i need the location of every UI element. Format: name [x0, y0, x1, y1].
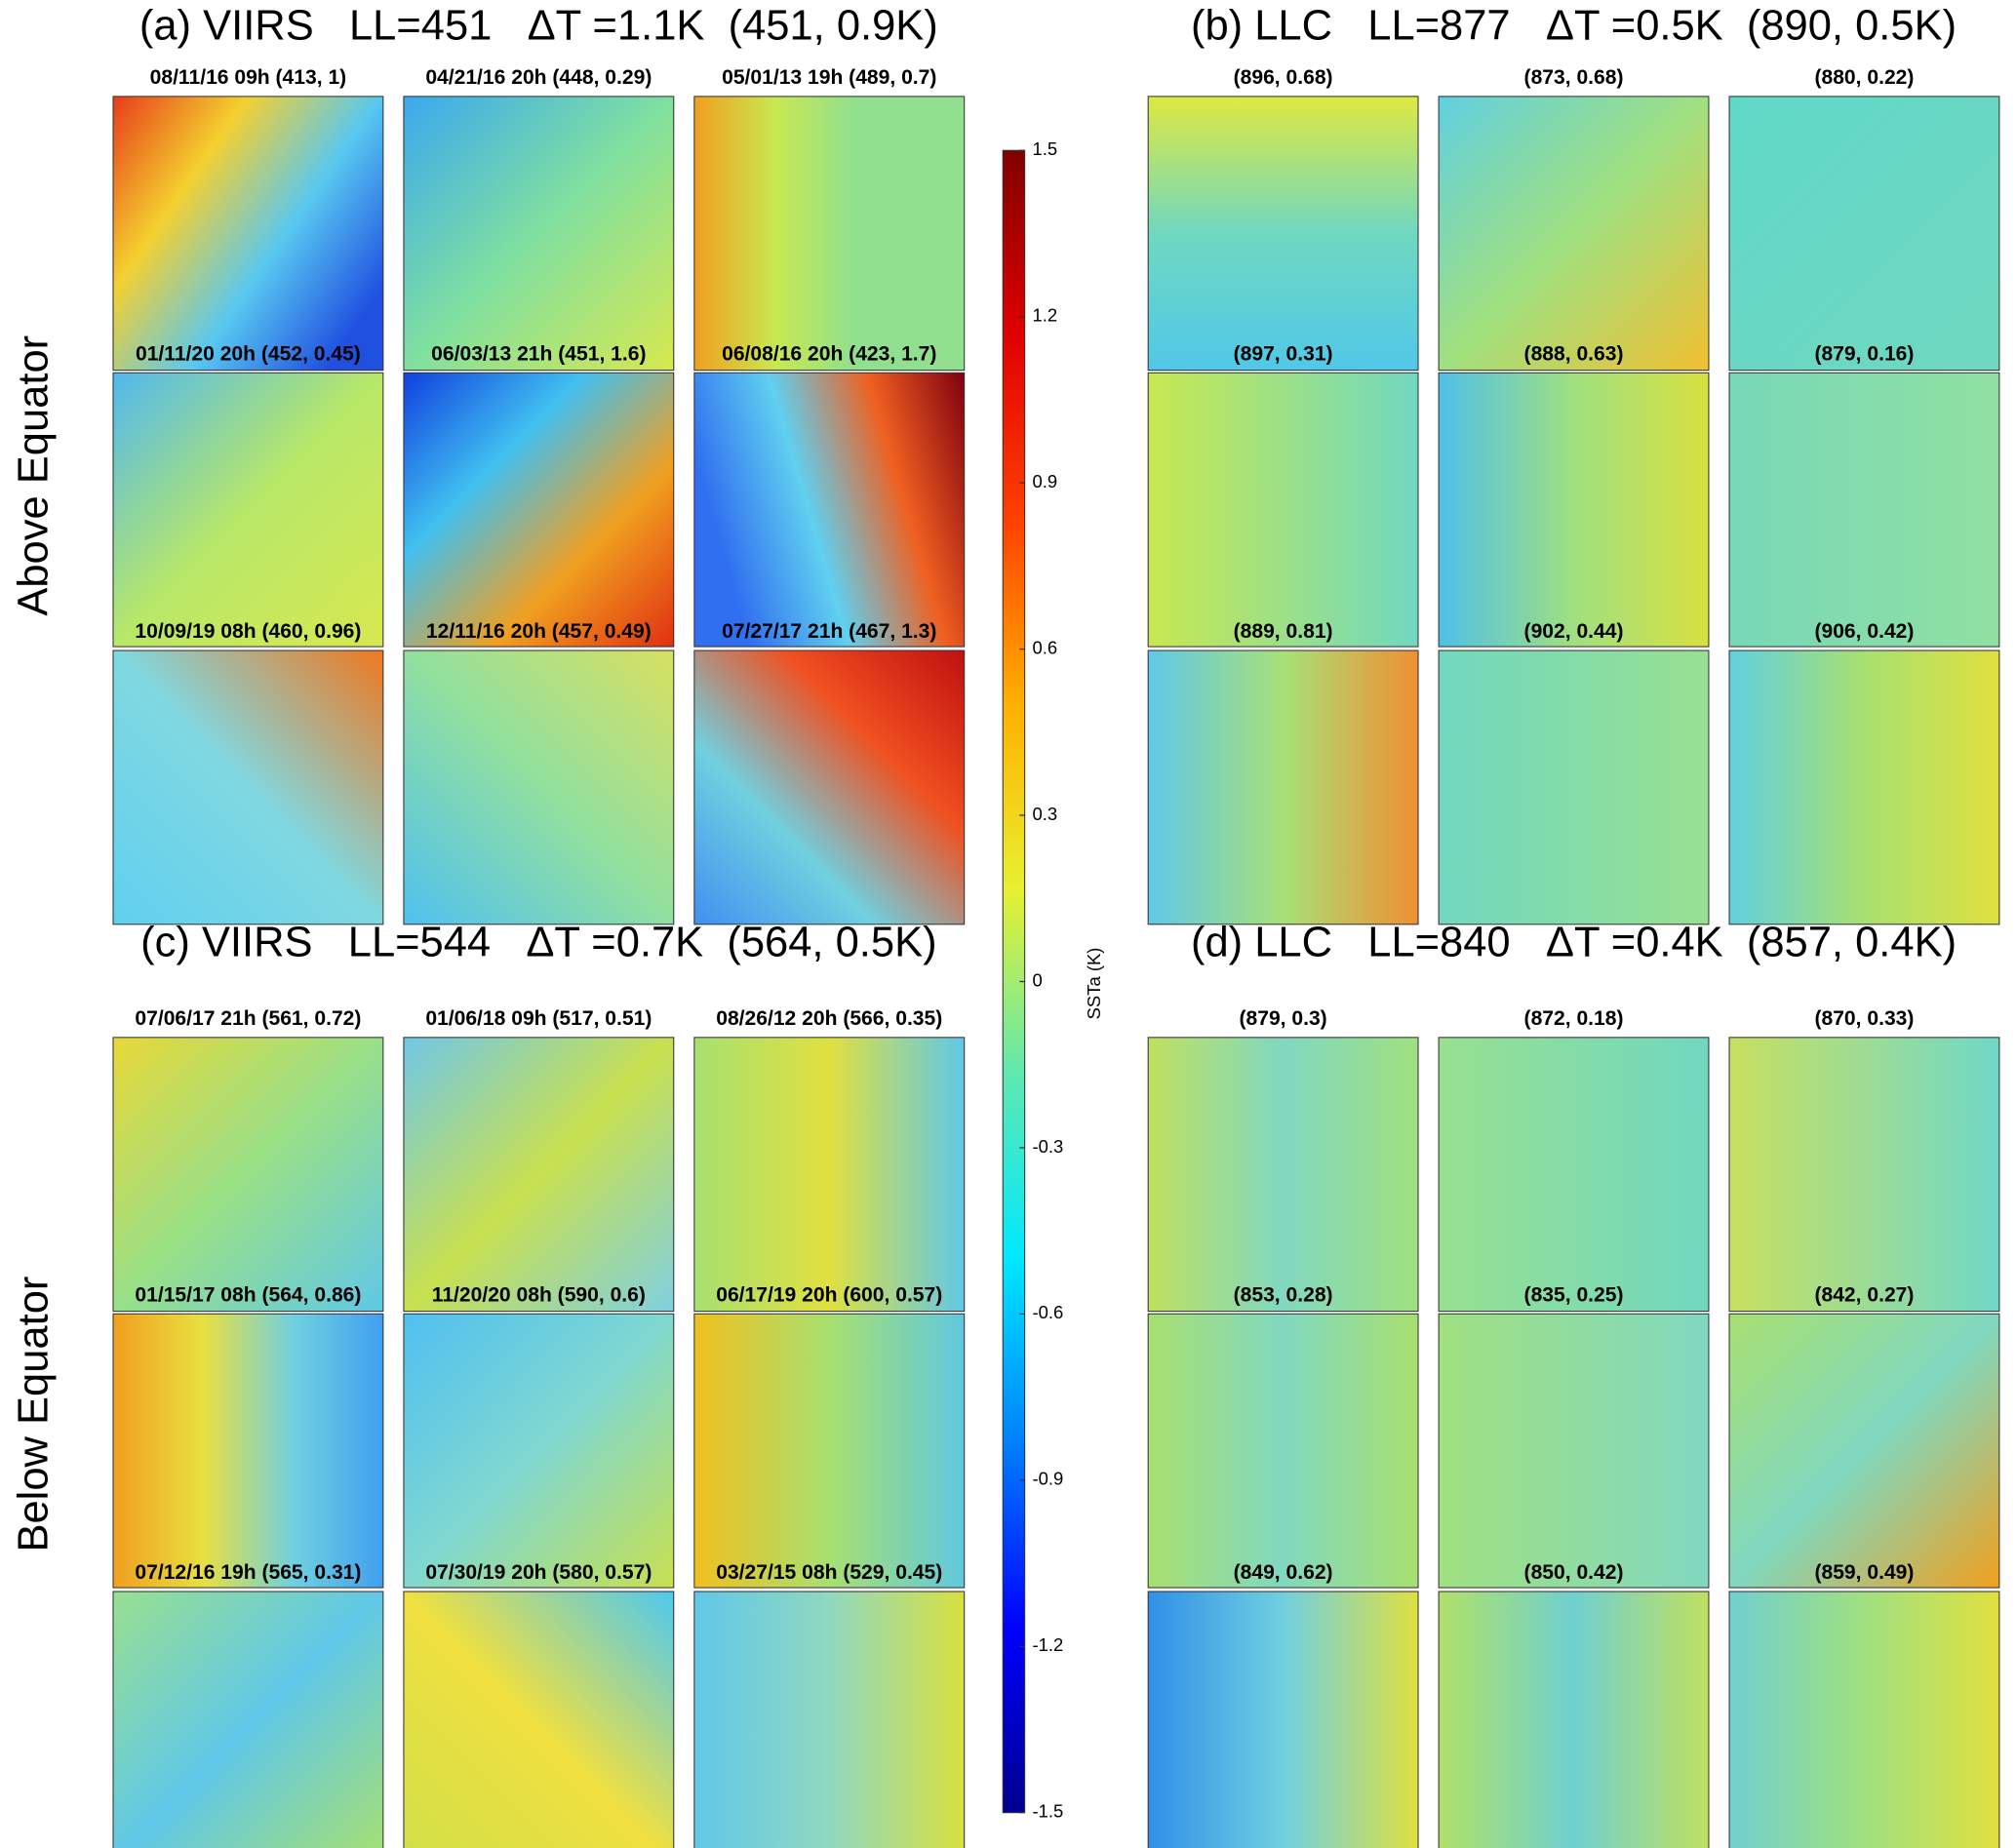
tile-image	[1147, 372, 1419, 648]
tile-title: (859, 0.49)	[1814, 1561, 1914, 1584]
tile-image	[1438, 1591, 1710, 1848]
tile-image	[693, 1591, 966, 1848]
tile-title: (896, 0.68)	[1234, 66, 1333, 89]
panel-title: (c) VIIRS LL=544 ΔT =0.7K (564, 0.5K)	[140, 919, 937, 965]
tile-image	[1147, 1591, 1419, 1848]
tile-title: 06/17/19 20h (600, 0.57)	[716, 1283, 942, 1306]
tile-image	[403, 1037, 675, 1313]
panel-title: (b) LLC LL=877 ΔT =0.5K (890, 0.5K)	[1191, 3, 1957, 50]
row-label: Below Equator	[10, 1277, 57, 1553]
tile-title: 04/21/16 20h (448, 0.29)	[425, 66, 652, 89]
row-label: Above Equator	[10, 335, 57, 616]
tile-image	[403, 372, 675, 648]
tile-title: 03/27/15 08h (529, 0.45)	[716, 1561, 942, 1584]
tile-image	[112, 1591, 384, 1848]
tile-image	[693, 1037, 966, 1313]
tile-title: 07/06/17 21h (561, 0.72)	[135, 1007, 361, 1030]
tile-image	[1147, 96, 1419, 372]
tile-image	[1728, 1037, 2000, 1313]
tile-image	[112, 96, 384, 372]
colorbar-tick-label: -1.5	[1033, 1801, 1064, 1822]
tile-image	[112, 372, 384, 648]
tile-title: (879, 0.3)	[1239, 1007, 1326, 1030]
tile-title: 06/08/16 20h (423, 1.7)	[722, 342, 936, 365]
tile-title: (842, 0.27)	[1814, 1283, 1914, 1306]
colorbar-tick-label: -0.9	[1033, 1469, 1064, 1489]
tile-title: (872, 0.18)	[1524, 1007, 1624, 1030]
tile-image	[1728, 372, 2000, 648]
tile-image	[693, 372, 966, 648]
tile-title: 07/12/16 19h (565, 0.31)	[135, 1561, 361, 1584]
tile-image	[403, 96, 675, 372]
tile-title: (897, 0.31)	[1234, 342, 1333, 365]
tile-title: (849, 0.62)	[1234, 1561, 1333, 1584]
tile-image	[693, 649, 966, 925]
tile-image	[112, 1037, 384, 1313]
colorbar-tick-label: 0.3	[1033, 804, 1058, 824]
tile-title: 07/30/19 20h (580, 0.57)	[425, 1561, 652, 1584]
tile-image	[403, 649, 675, 925]
panel-title: (d) LLC LL=840 ΔT =0.4K (857, 0.4K)	[1191, 919, 1957, 965]
tile-image	[1728, 1313, 2000, 1589]
tile-image	[1147, 1313, 1419, 1589]
tile-title: 01/11/20 20h (452, 0.45)	[136, 342, 361, 365]
colorbar-tick-label: 0.6	[1033, 637, 1058, 657]
tile-title: (879, 0.16)	[1814, 342, 1914, 365]
colorbar-label: SSTa (K)	[1084, 948, 1104, 1020]
tile-title: 01/06/18 09h (517, 0.51)	[425, 1007, 652, 1030]
colorbar-tick-label: 1.5	[1033, 138, 1058, 159]
colorbar-tick-label: -0.3	[1033, 1136, 1064, 1157]
colorbar-tick-label: -0.6	[1033, 1302, 1064, 1322]
tile-title: 07/27/17 21h (467, 1.3)	[722, 620, 936, 643]
tile-title: (889, 0.81)	[1234, 620, 1333, 643]
tile-title: 10/09/19 08h (460, 0.96)	[135, 620, 361, 643]
tile-image	[1438, 649, 1710, 925]
tile-image	[1438, 1037, 1710, 1313]
colorbar-tick-label: -1.2	[1033, 1634, 1064, 1655]
tile-title: 08/26/12 20h (566, 0.35)	[716, 1007, 942, 1030]
tile-title: (870, 0.33)	[1814, 1007, 1914, 1030]
tile-image	[1728, 96, 2000, 372]
tile-title: (888, 0.63)	[1524, 342, 1624, 365]
tile-image	[403, 1591, 675, 1848]
tile-title: 06/03/13 21h (451, 1.6)	[431, 342, 646, 365]
tile-image	[1147, 1037, 1419, 1313]
tile-title: (902, 0.44)	[1524, 620, 1624, 643]
colorbar-tick-label: 0.9	[1033, 471, 1058, 491]
colorbar-tick-label: 0	[1033, 969, 1043, 990]
tile-image	[693, 1313, 966, 1589]
tile-title: (835, 0.25)	[1524, 1283, 1624, 1306]
tile-title: (853, 0.28)	[1234, 1283, 1333, 1306]
tile-image	[112, 649, 384, 925]
tile-title: 05/01/13 19h (489, 0.7)	[722, 66, 936, 89]
tile-title: 08/11/16 09h (413, 1)	[150, 66, 347, 89]
tile-image	[1147, 649, 1419, 925]
tile-title: (873, 0.68)	[1524, 66, 1624, 89]
tile-image	[1438, 1313, 1710, 1589]
tile-title: 11/20/20 08h (590, 0.6)	[432, 1283, 646, 1306]
tile-title: 12/11/16 20h (457, 0.49)	[426, 620, 652, 643]
panel-title: (a) VIIRS LL=451 ΔT =1.1K (451, 0.9K)	[139, 3, 938, 50]
tile-image	[1728, 1591, 2000, 1848]
tile-image	[1438, 96, 1710, 372]
tile-image	[693, 96, 966, 372]
tile-title: 01/15/17 08h (564, 0.86)	[135, 1283, 361, 1306]
tile-image	[1438, 372, 1710, 648]
tile-title: (880, 0.22)	[1814, 66, 1914, 89]
colorbar-tick-label: 1.2	[1033, 305, 1058, 326]
tile-title: (850, 0.42)	[1524, 1561, 1624, 1584]
tile-image	[403, 1313, 675, 1589]
tile-image	[112, 1313, 384, 1589]
tile-image	[1728, 649, 2000, 925]
tile-title: (906, 0.42)	[1814, 620, 1914, 643]
